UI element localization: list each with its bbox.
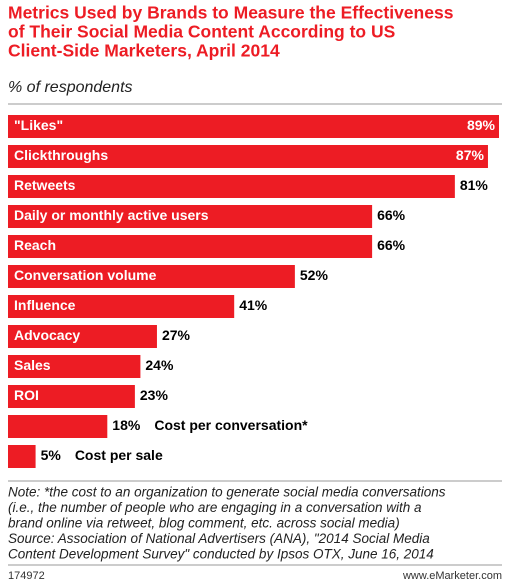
bar <box>8 445 36 468</box>
note: Note: *the cost to an organization to ge… <box>8 485 446 500</box>
bar <box>8 295 235 318</box>
chart-id: 174972 <box>8 570 45 582</box>
value-label: 66% <box>377 237 406 253</box>
category-label: "Likes" <box>14 117 63 133</box>
bar <box>8 145 488 168</box>
note: (i.e., the number of people who are enga… <box>8 500 422 515</box>
category-label: Clickthroughs <box>14 147 108 163</box>
value-label: 27% <box>162 327 191 343</box>
value-label: 66% <box>377 207 406 223</box>
bar <box>8 205 373 228</box>
category-label: Advocacy <box>14 327 80 343</box>
bar <box>8 265 295 288</box>
note: Content Development Survey" conducted by… <box>8 547 434 562</box>
category-label: Influence <box>14 297 76 313</box>
category-label: Cost per sale <box>75 447 163 463</box>
value-label: 41% <box>239 297 268 313</box>
category-label: Sales <box>14 357 51 373</box>
category-label: Cost per conversation* <box>154 417 308 433</box>
value-label: 18% <box>112 417 141 433</box>
chart-title: of Their Social Media Content According … <box>8 22 395 42</box>
bar <box>8 415 108 438</box>
chart-title: Metrics Used by Brands to Measure the Ef… <box>8 3 454 23</box>
note: brand online via retweet, blog comment, … <box>8 516 400 531</box>
bar <box>8 175 455 198</box>
value-label: 89% <box>467 117 496 133</box>
value-label: 87% <box>456 147 485 163</box>
bar <box>8 325 157 348</box>
value-label: 52% <box>300 267 329 283</box>
bar <box>8 235 373 258</box>
chart-title: Client-Side Marketers, April 2014 <box>8 41 280 61</box>
category-label: Reach <box>14 237 56 253</box>
subtitle: % of respondents <box>8 79 133 96</box>
value-label: 24% <box>145 357 174 373</box>
value-label: 5% <box>41 447 62 463</box>
note: Source: Association of National Advertis… <box>8 531 430 546</box>
brand: www.eMarketer.com <box>402 570 502 582</box>
category-label: ROI <box>14 387 39 403</box>
bar <box>8 385 135 408</box>
bar <box>8 355 141 378</box>
category-label: Conversation volume <box>14 267 157 283</box>
value-label: 23% <box>140 387 169 403</box>
category-label: Daily or monthly active users <box>14 207 209 223</box>
value-label: 81% <box>460 177 489 193</box>
category-label: Retweets <box>14 177 76 193</box>
bar <box>8 115 499 138</box>
